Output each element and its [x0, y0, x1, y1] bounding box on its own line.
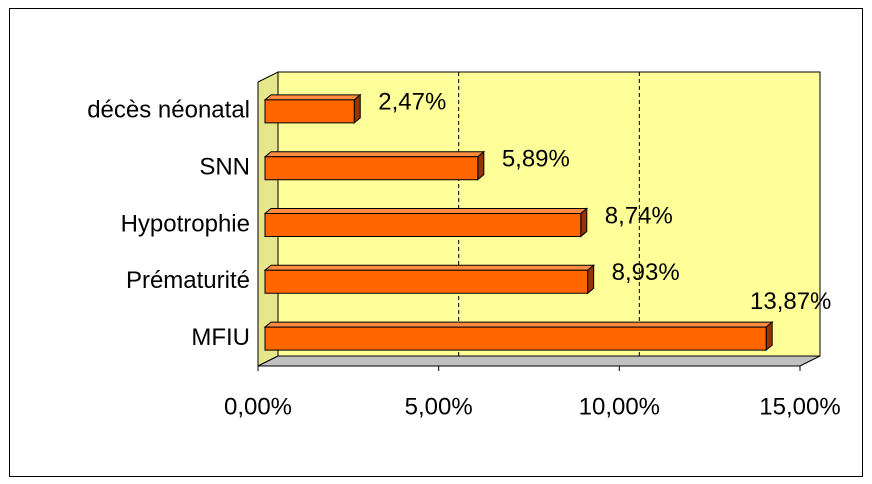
x-tick-label: 10,00% — [579, 393, 660, 420]
bar-front — [264, 99, 355, 124]
x-tick-label: 5,00% — [405, 393, 473, 420]
bar-front — [264, 269, 589, 294]
value-label: 13,87% — [750, 288, 831, 315]
bar-side — [587, 264, 595, 295]
bar — [263, 264, 596, 295]
bar — [263, 207, 589, 238]
bar-side — [477, 150, 485, 181]
bar-side — [580, 207, 588, 238]
value-label: 8,74% — [605, 202, 673, 229]
floor — [257, 355, 821, 367]
bar — [263, 150, 486, 181]
y-tick-label: Hypotrophie — [121, 210, 250, 237]
y-tick-label: SNN — [199, 154, 250, 181]
bar-side — [353, 93, 361, 124]
bar-top — [263, 94, 362, 101]
bar — [263, 321, 774, 352]
bar-top — [263, 151, 486, 158]
bar-side — [765, 321, 773, 352]
value-label: 8,93% — [612, 259, 680, 286]
bar-front — [264, 213, 582, 237]
bar-front — [264, 156, 479, 181]
x-tick-label: 0,00% — [224, 393, 292, 420]
y-tick-label: MFIU — [191, 324, 250, 351]
bar-top — [263, 208, 589, 214]
bar-top — [263, 321, 774, 328]
value-label: 5,89% — [502, 146, 570, 173]
x-tick-label: 15,00% — [759, 393, 840, 420]
value-label: 2,47% — [378, 89, 446, 116]
y-tick-label: décès néonatal — [87, 97, 250, 124]
bar-front — [264, 326, 767, 351]
bar-top — [263, 264, 596, 271]
y-tick-label: Prématurité — [126, 267, 250, 294]
bar — [263, 93, 362, 124]
